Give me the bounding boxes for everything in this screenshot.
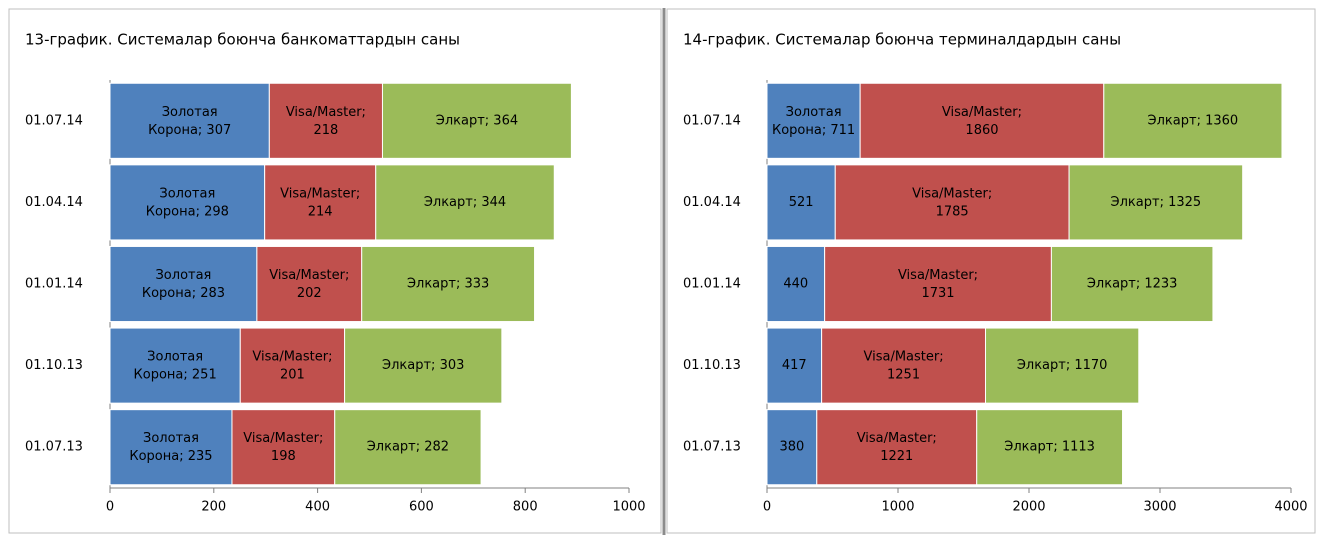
data-label: Элкарт; 1360 bbox=[1148, 113, 1239, 128]
bar-segment bbox=[109, 409, 233, 486]
y-tick-label: 01.07.14 bbox=[25, 113, 83, 128]
x-tick-label: 800 bbox=[513, 500, 538, 515]
chart-title: 13-график. Системалар боюнча банкоматтар… bbox=[25, 31, 460, 49]
data-label: 521 bbox=[789, 195, 814, 210]
data-label: Элкарт; 1170 bbox=[1017, 358, 1108, 373]
bar-segment bbox=[859, 82, 1105, 159]
data-label: Элкарт; 1113 bbox=[1004, 440, 1095, 455]
data-label: 380 bbox=[779, 440, 804, 455]
bar-segment bbox=[381, 82, 572, 159]
data-label: Элкарт; 1233 bbox=[1087, 277, 1178, 292]
bar-segment bbox=[256, 245, 363, 323]
data-label: Элкарт; 344 bbox=[424, 195, 506, 210]
bar-segment bbox=[766, 164, 836, 241]
chart-title: 14-график. Системалар боюнча терминалдар… bbox=[683, 31, 1121, 49]
bar-segment bbox=[824, 245, 1052, 323]
data-label: Золотая Корона; 235 bbox=[129, 431, 212, 464]
data-label: Элкарт; 364 bbox=[436, 113, 518, 128]
x-tick-label: 4000 bbox=[1274, 500, 1307, 515]
data-label: Visa/Master; 1251 bbox=[864, 349, 944, 382]
x-tick-label: 200 bbox=[201, 500, 226, 515]
x-tick-label: 2000 bbox=[1012, 500, 1045, 515]
data-label: Visa/Master; 218 bbox=[286, 104, 366, 137]
bar-segment bbox=[766, 82, 861, 159]
y-tick-label: 01.04.14 bbox=[25, 195, 83, 210]
bar-segment bbox=[264, 164, 377, 241]
data-label: Visa/Master; 1221 bbox=[857, 431, 937, 464]
bar-segment bbox=[976, 409, 1124, 486]
bar-segment bbox=[375, 164, 555, 241]
data-label: Visa/Master; 1860 bbox=[942, 104, 1022, 137]
y-tick-label: 01.10.13 bbox=[25, 358, 83, 373]
data-label: Золотая Корона; 283 bbox=[142, 268, 225, 301]
bar-segment bbox=[344, 327, 503, 404]
bar-segment bbox=[109, 327, 241, 404]
x-tick-label: 600 bbox=[409, 500, 434, 515]
bar-segment bbox=[239, 327, 346, 404]
y-tick-label: 01.01.14 bbox=[25, 277, 83, 292]
data-label: Золотая Корона; 711 bbox=[772, 104, 855, 137]
data-label: 417 bbox=[782, 358, 807, 373]
bar-segment bbox=[109, 82, 270, 159]
x-tick-label: 3000 bbox=[1143, 500, 1176, 515]
data-label: Золотая Корона; 307 bbox=[148, 104, 231, 137]
bar-segment bbox=[109, 245, 258, 323]
data-label: Visa/Master; 1785 bbox=[912, 186, 992, 219]
bar-segment bbox=[361, 245, 536, 323]
x-tick-label: 400 bbox=[305, 500, 330, 515]
bar-segment bbox=[109, 164, 266, 241]
data-label: Visa/Master; 198 bbox=[243, 431, 323, 464]
bar-segment bbox=[334, 409, 482, 486]
data-label: Visa/Master; 1731 bbox=[898, 268, 978, 301]
data-label: Элкарт; 333 bbox=[407, 277, 489, 292]
bar-segment bbox=[766, 327, 823, 404]
bar-segment bbox=[1068, 164, 1244, 241]
y-tick-label: 01.01.14 bbox=[683, 277, 741, 292]
bar-segment bbox=[816, 409, 978, 486]
x-tick-label: 0 bbox=[763, 500, 771, 515]
bar-segment bbox=[1050, 245, 1214, 323]
y-tick-label: 01.04.14 bbox=[683, 195, 741, 210]
bar-segment bbox=[766, 245, 826, 323]
x-tick-label: 0 bbox=[106, 500, 114, 515]
data-label: Visa/Master; 214 bbox=[280, 186, 360, 219]
bar-segment bbox=[766, 409, 818, 486]
x-tick-label: 1000 bbox=[612, 500, 645, 515]
y-tick-label: 01.07.13 bbox=[683, 440, 741, 455]
data-label: Золотая Корона; 251 bbox=[134, 349, 217, 382]
bar-segment bbox=[985, 327, 1140, 404]
data-label: Элкарт; 1325 bbox=[1111, 195, 1202, 210]
bar-segment bbox=[1103, 82, 1283, 159]
data-label: Золотая Корона; 298 bbox=[146, 186, 229, 219]
data-label: Visa/Master; 202 bbox=[269, 268, 349, 301]
bar-segment bbox=[268, 82, 383, 159]
bar-segment bbox=[834, 164, 1070, 241]
data-label: Visa/Master; 201 bbox=[252, 349, 332, 382]
data-label: Элкарт; 303 bbox=[382, 358, 464, 373]
bar-segment bbox=[821, 327, 987, 404]
y-tick-label: 01.07.14 bbox=[683, 113, 741, 128]
data-label: 440 bbox=[783, 277, 808, 292]
y-tick-label: 01.07.13 bbox=[25, 440, 83, 455]
x-tick-label: 1000 bbox=[881, 500, 914, 515]
bar-segment bbox=[231, 409, 336, 486]
y-tick-label: 01.10.13 bbox=[683, 358, 741, 373]
data-label: Элкарт; 282 bbox=[367, 440, 449, 455]
